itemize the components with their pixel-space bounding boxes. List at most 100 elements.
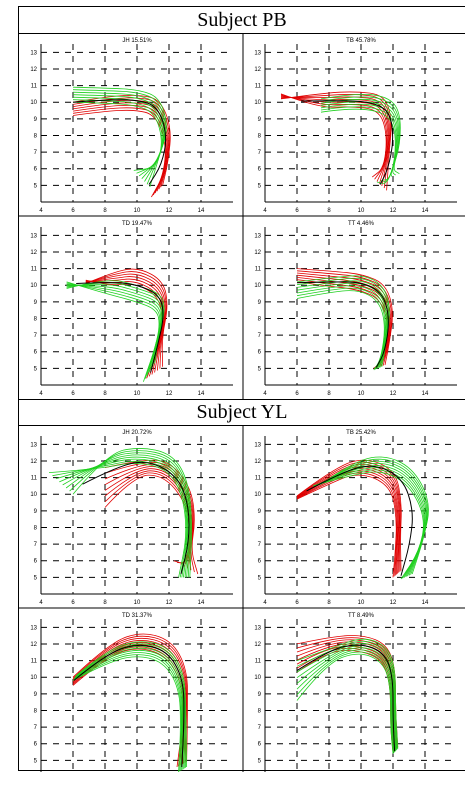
green-contour: [72, 94, 165, 179]
green-contour: [73, 654, 182, 772]
red-contour: [280, 96, 390, 186]
y-tick-label: 6: [258, 742, 262, 748]
y-tick-label: 11: [31, 476, 38, 482]
x-tick-label: 4: [263, 600, 267, 606]
y-tick-label: 9: [34, 117, 38, 123]
mean-contour: [73, 644, 185, 768]
y-tick-label: 7: [34, 333, 38, 339]
divider: [19, 425, 465, 426]
red-contour: [72, 633, 188, 763]
green-contour: [73, 652, 183, 771]
y-tick-label: 5: [34, 575, 38, 581]
y-tick-label: 13: [254, 233, 261, 239]
y-tick-label: 7: [258, 542, 262, 548]
x-tick-label: 10: [134, 208, 141, 214]
y-tick-label: 11: [31, 84, 38, 90]
red-contour: [72, 109, 166, 198]
green-contour: [75, 641, 187, 768]
y-tick-label: 8: [34, 133, 38, 139]
y-tick-label: 10: [254, 283, 261, 289]
y-tick-label: 11: [255, 659, 262, 665]
x-tick-label: 10: [358, 208, 365, 214]
y-tick-label: 7: [34, 725, 38, 731]
red-contour: [280, 93, 387, 178]
y-tick-label: 5: [258, 575, 262, 581]
x-tick-label: 14: [198, 600, 205, 606]
y-tick-label: 12: [254, 642, 261, 648]
y-tick-label: 7: [258, 333, 262, 339]
x-tick-label: 6: [71, 600, 75, 606]
y-tick-label: 13: [30, 233, 37, 239]
y-tick-label: 13: [30, 625, 37, 631]
red-contour: [296, 466, 400, 574]
y-tick-label: 10: [254, 492, 261, 498]
green-contour: [320, 456, 429, 575]
subject-title-pb: Subject PB: [197, 9, 287, 31]
subplot: 4 6 8 10 12 14 5 6 7 8 9 10 11 12 13 JH 20.72%: [30, 430, 233, 606]
mean-contour: [82, 461, 190, 575]
subplot-title: TB 25.42%: [346, 430, 376, 436]
green-contour: [296, 282, 388, 369]
subplot: 4 6 8 10 12 14 5 6 7 8 9 10 11 12 13 JH 15.51%: [30, 38, 233, 214]
x-tick-label: 8: [103, 391, 107, 397]
x-tick-label: 12: [390, 208, 397, 214]
red-contour: [296, 268, 393, 366]
red-contour: [280, 94, 391, 189]
green-contour: [59, 456, 189, 578]
red-contour: [72, 104, 168, 194]
y-tick-label: 10: [30, 675, 37, 681]
green-contour: [69, 450, 191, 578]
x-tick-label: 4: [39, 391, 43, 397]
y-tick-label: 5: [34, 758, 38, 764]
y-tick-label: 5: [34, 183, 38, 189]
x-tick-label: 4: [263, 391, 267, 397]
x-tick-label: 6: [295, 600, 299, 606]
red-contour: [104, 470, 192, 565]
y-tick-label: 9: [258, 117, 262, 123]
mean-contour: [72, 99, 167, 185]
mean-contour: [296, 644, 396, 752]
y-tick-label: 9: [34, 692, 38, 698]
subplot: 4 6 8 10 12 14 5 6 7 8 9 10 11 12 13 TB 25.42%: [254, 430, 457, 606]
red-contour: [296, 274, 391, 367]
y-tick-label: 12: [30, 250, 37, 256]
x-tick-label: 10: [358, 391, 365, 397]
y-tick-label: 5: [258, 183, 262, 189]
y-tick-label: 5: [258, 366, 262, 372]
green-contour: [296, 290, 385, 371]
subplot: 4 6 8 10 12 14 5 6 7 8 9 10 11 12 13 TD 19.47%: [30, 221, 233, 397]
x-tick-label: 8: [103, 600, 107, 606]
green-contour: [55, 458, 188, 578]
x-tick-label: 4: [39, 600, 43, 606]
red-contour: [296, 281, 388, 369]
x-tick-label: 12: [166, 600, 173, 606]
red-contour: [72, 637, 187, 764]
green-contour: [72, 448, 192, 578]
green-contour: [75, 643, 186, 768]
x-tick-label: 14: [198, 391, 205, 397]
mean-contour: [76, 282, 164, 373]
green-contour: [296, 280, 389, 368]
x-tick-label: 14: [422, 208, 429, 214]
red-contour: [296, 470, 399, 576]
green-contour: [66, 280, 165, 364]
x-tick-label: 12: [166, 391, 173, 397]
x-tick-label: 10: [134, 391, 141, 397]
subplot: 4 6 8 10 12 14 5 6 7 8 9 10 11 12 13 TB 45.78%: [254, 38, 457, 214]
y-tick-label: 8: [34, 708, 38, 714]
y-tick-label: 8: [258, 708, 262, 714]
green-contour: [66, 283, 162, 376]
green-contour: [66, 284, 162, 373]
y-tick-label: 12: [30, 67, 37, 73]
y-tick-label: 6: [258, 559, 262, 565]
green-contour: [296, 653, 394, 754]
subplot-title: TT 4.46%: [348, 221, 375, 227]
y-tick-label: 6: [34, 350, 38, 356]
green-contour: [72, 101, 162, 171]
x-tick-label: 12: [390, 391, 397, 397]
green-contour: [296, 651, 395, 754]
divider: [19, 33, 465, 34]
red-contour: [72, 107, 167, 196]
subplot-title: TD 31.37%: [122, 613, 153, 619]
